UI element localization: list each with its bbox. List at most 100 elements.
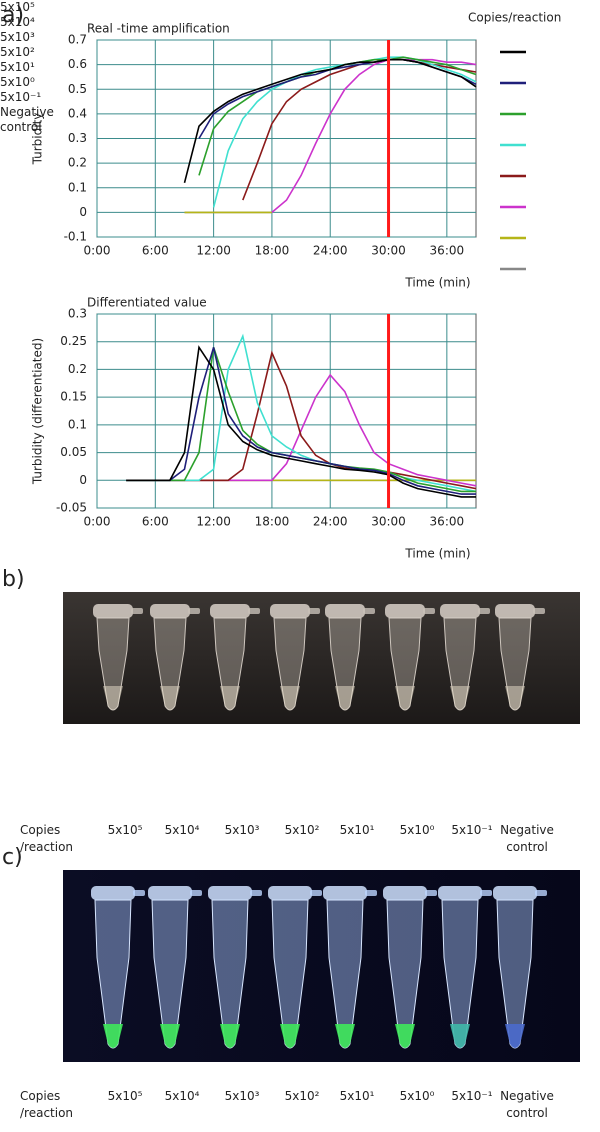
tube-cap xyxy=(438,886,482,900)
y-tick-label: 0.4 xyxy=(68,106,87,120)
tube-label: 5x10⁻¹ xyxy=(451,823,493,837)
tube-liquid xyxy=(395,1024,415,1048)
tube-cap xyxy=(440,604,480,618)
x-tick-label: 18:00 xyxy=(255,244,290,258)
tube-body xyxy=(273,617,307,711)
plot-area xyxy=(96,313,477,509)
y-tick-label: 0 xyxy=(79,473,87,487)
x-tick-label: 24:00 xyxy=(313,244,348,258)
legend-label: Negative control xyxy=(0,105,54,134)
tube-hinge xyxy=(188,608,200,614)
tube-hinge xyxy=(133,890,145,896)
y-tick-label: 0.25 xyxy=(60,334,87,348)
tube-cap xyxy=(323,886,367,900)
tube-hinge xyxy=(248,608,260,614)
tube-cap xyxy=(148,886,192,900)
y-tick-label: 0.3 xyxy=(68,307,87,321)
tube-cap xyxy=(385,604,425,618)
tube-hinge xyxy=(480,890,492,896)
tube-label: 5x10⁰ xyxy=(399,1089,435,1103)
tube-label: 5x10⁴ xyxy=(164,1089,200,1103)
series-line xyxy=(183,58,477,183)
tube-hinge xyxy=(478,608,490,614)
tube-liquid xyxy=(505,1024,525,1048)
tube-liquid xyxy=(450,686,470,710)
tube-liquid xyxy=(505,686,525,710)
tube-cap xyxy=(493,886,537,900)
tube-label: 5x10² xyxy=(284,1089,320,1103)
x-tick-label: 24:00 xyxy=(313,515,348,529)
tube-hinge xyxy=(425,890,437,896)
y-tick-label: 0.05 xyxy=(60,445,87,459)
y-tick-label: 0.1 xyxy=(68,180,87,194)
x-tick-label: 36:00 xyxy=(430,244,465,258)
tube-cap xyxy=(268,886,312,900)
legend-label: 5x10⁰ xyxy=(0,75,35,89)
x-tick-label: 30:00 xyxy=(371,515,406,529)
tube-label: Negative control xyxy=(500,823,554,854)
x-tick-label: 18:00 xyxy=(255,515,290,529)
series-line xyxy=(271,58,477,214)
tube-hinge xyxy=(308,608,320,614)
x-axis-label: Time (min) xyxy=(404,276,470,290)
tube-hinge xyxy=(131,608,143,614)
tube-label: 5x10¹ xyxy=(339,1089,375,1103)
tube-hinge xyxy=(363,608,375,614)
tube-liquid xyxy=(335,1024,355,1048)
tube-label: 5x10² xyxy=(284,823,320,837)
tube-label: 5x10⁵ xyxy=(107,1089,143,1103)
y-tick-label: 0.1 xyxy=(68,417,87,431)
y-tick-label: 0 xyxy=(79,205,87,219)
photo-background xyxy=(63,592,580,724)
tube-hinge xyxy=(250,890,262,896)
tube-liquid xyxy=(395,686,415,710)
x-axis-label: Time (min) xyxy=(404,547,470,561)
tube-liquid xyxy=(335,686,355,710)
panel-label: c) xyxy=(2,845,23,870)
tube-liquid xyxy=(160,1024,180,1048)
x-tick-label: 12:00 xyxy=(196,244,231,258)
tube-hinge xyxy=(535,890,547,896)
legend-title: Copies/reaction xyxy=(468,11,561,25)
y-axis-label: Turbidity xyxy=(31,113,45,166)
y-tick-label: 0.15 xyxy=(60,390,87,404)
tube-liquid xyxy=(280,1024,300,1048)
y-tick-label: 0.3 xyxy=(68,131,87,145)
tube-label: Negative control xyxy=(500,1089,554,1120)
tube-cap xyxy=(383,886,427,900)
tube-cap xyxy=(325,604,365,618)
tube-liquid xyxy=(220,1024,240,1048)
legend-label: 5x10⁵ xyxy=(0,0,35,14)
panel-label: a) xyxy=(2,3,24,28)
tube-label: 5x10³ xyxy=(224,1089,260,1103)
tube-label: 5x10³ xyxy=(224,823,260,837)
legend-label: 5x10⁴ xyxy=(0,15,35,29)
x-tick-label: 30:00 xyxy=(371,244,406,258)
legend-label: 5x10¹ xyxy=(0,60,35,74)
row-caption: /reaction xyxy=(20,1106,74,1120)
series-line xyxy=(126,347,476,495)
row-caption: /reaction xyxy=(20,840,74,854)
x-tick-label: 0:00 xyxy=(84,244,111,258)
x-tick-label: 36:00 xyxy=(430,515,465,529)
tube-body xyxy=(153,617,187,711)
tube-label: 5x10⁴ xyxy=(164,823,200,837)
tube-liquid xyxy=(220,686,240,710)
row-caption: Copies xyxy=(20,823,61,837)
x-tick-label: 12:00 xyxy=(196,515,231,529)
tube-body xyxy=(328,617,362,711)
legend-label: 5x10² xyxy=(0,45,35,59)
series-line xyxy=(126,345,476,498)
legend-label: 5x10³ xyxy=(0,30,35,44)
tube-label: 5x10⁰ xyxy=(399,823,435,837)
y-tick-label: 0.2 xyxy=(68,362,87,376)
x-tick-label: 6:00 xyxy=(142,244,169,258)
tube-body xyxy=(96,617,130,711)
tube-label: 5x10⁵ xyxy=(107,823,143,837)
tube-cap xyxy=(210,604,250,618)
legend-label: 5x10⁻¹ xyxy=(0,90,42,104)
y-axis-label: Turbidity (differentiated) xyxy=(31,338,45,485)
tube-cap xyxy=(91,886,135,900)
